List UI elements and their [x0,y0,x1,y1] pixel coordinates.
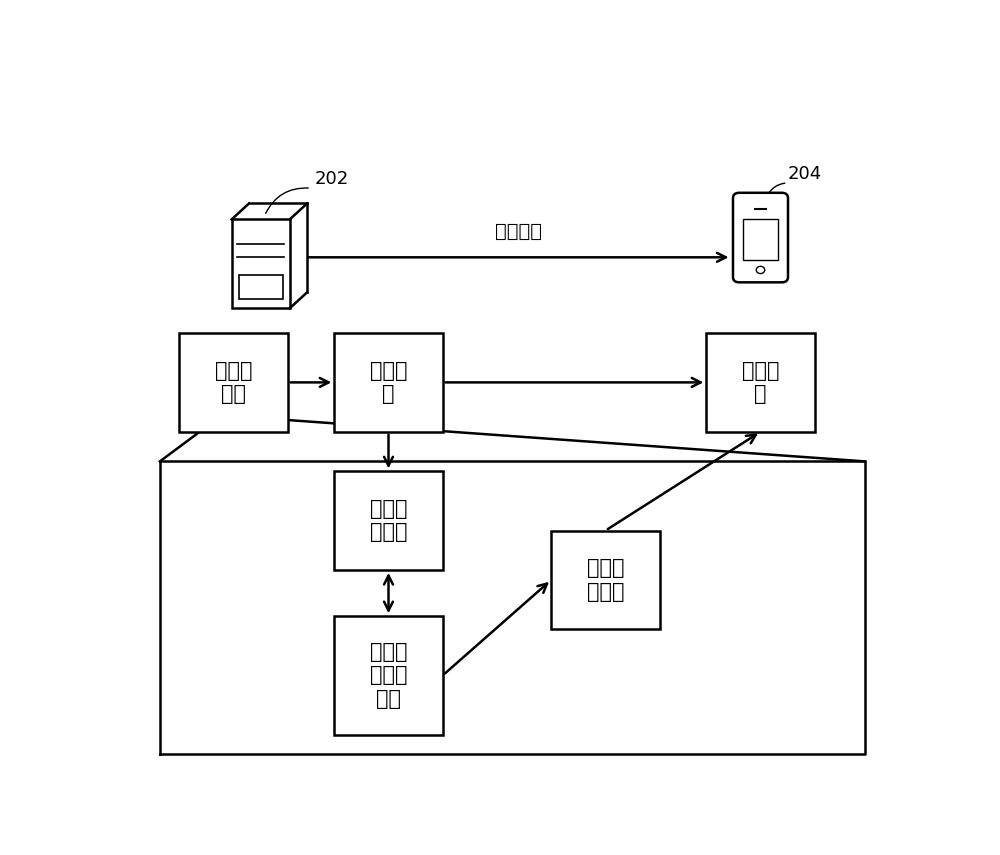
FancyBboxPatch shape [743,219,778,260]
Text: 视频资
源: 视频资 源 [370,361,407,404]
FancyBboxPatch shape [551,530,660,629]
Text: 视频直
播流: 视频直 播流 [215,361,252,404]
FancyBboxPatch shape [179,333,288,432]
FancyBboxPatch shape [239,274,283,299]
FancyBboxPatch shape [706,333,815,432]
FancyBboxPatch shape [733,192,788,282]
Text: 编码数
据: 编码数 据 [742,361,779,404]
Text: 204: 204 [788,165,822,183]
Text: 202: 202 [315,170,349,188]
FancyBboxPatch shape [334,333,443,432]
FancyBboxPatch shape [334,616,443,734]
FancyBboxPatch shape [232,220,290,309]
Text: 目标编
码限定
阈値: 目标编 码限定 阈値 [370,642,407,709]
Text: 目标传
输参数: 目标传 输参数 [587,558,624,602]
Text: 目标视
频场景: 目标视 频场景 [370,499,407,542]
Text: 编码数据: 编码数据 [495,221,542,241]
FancyBboxPatch shape [334,471,443,570]
